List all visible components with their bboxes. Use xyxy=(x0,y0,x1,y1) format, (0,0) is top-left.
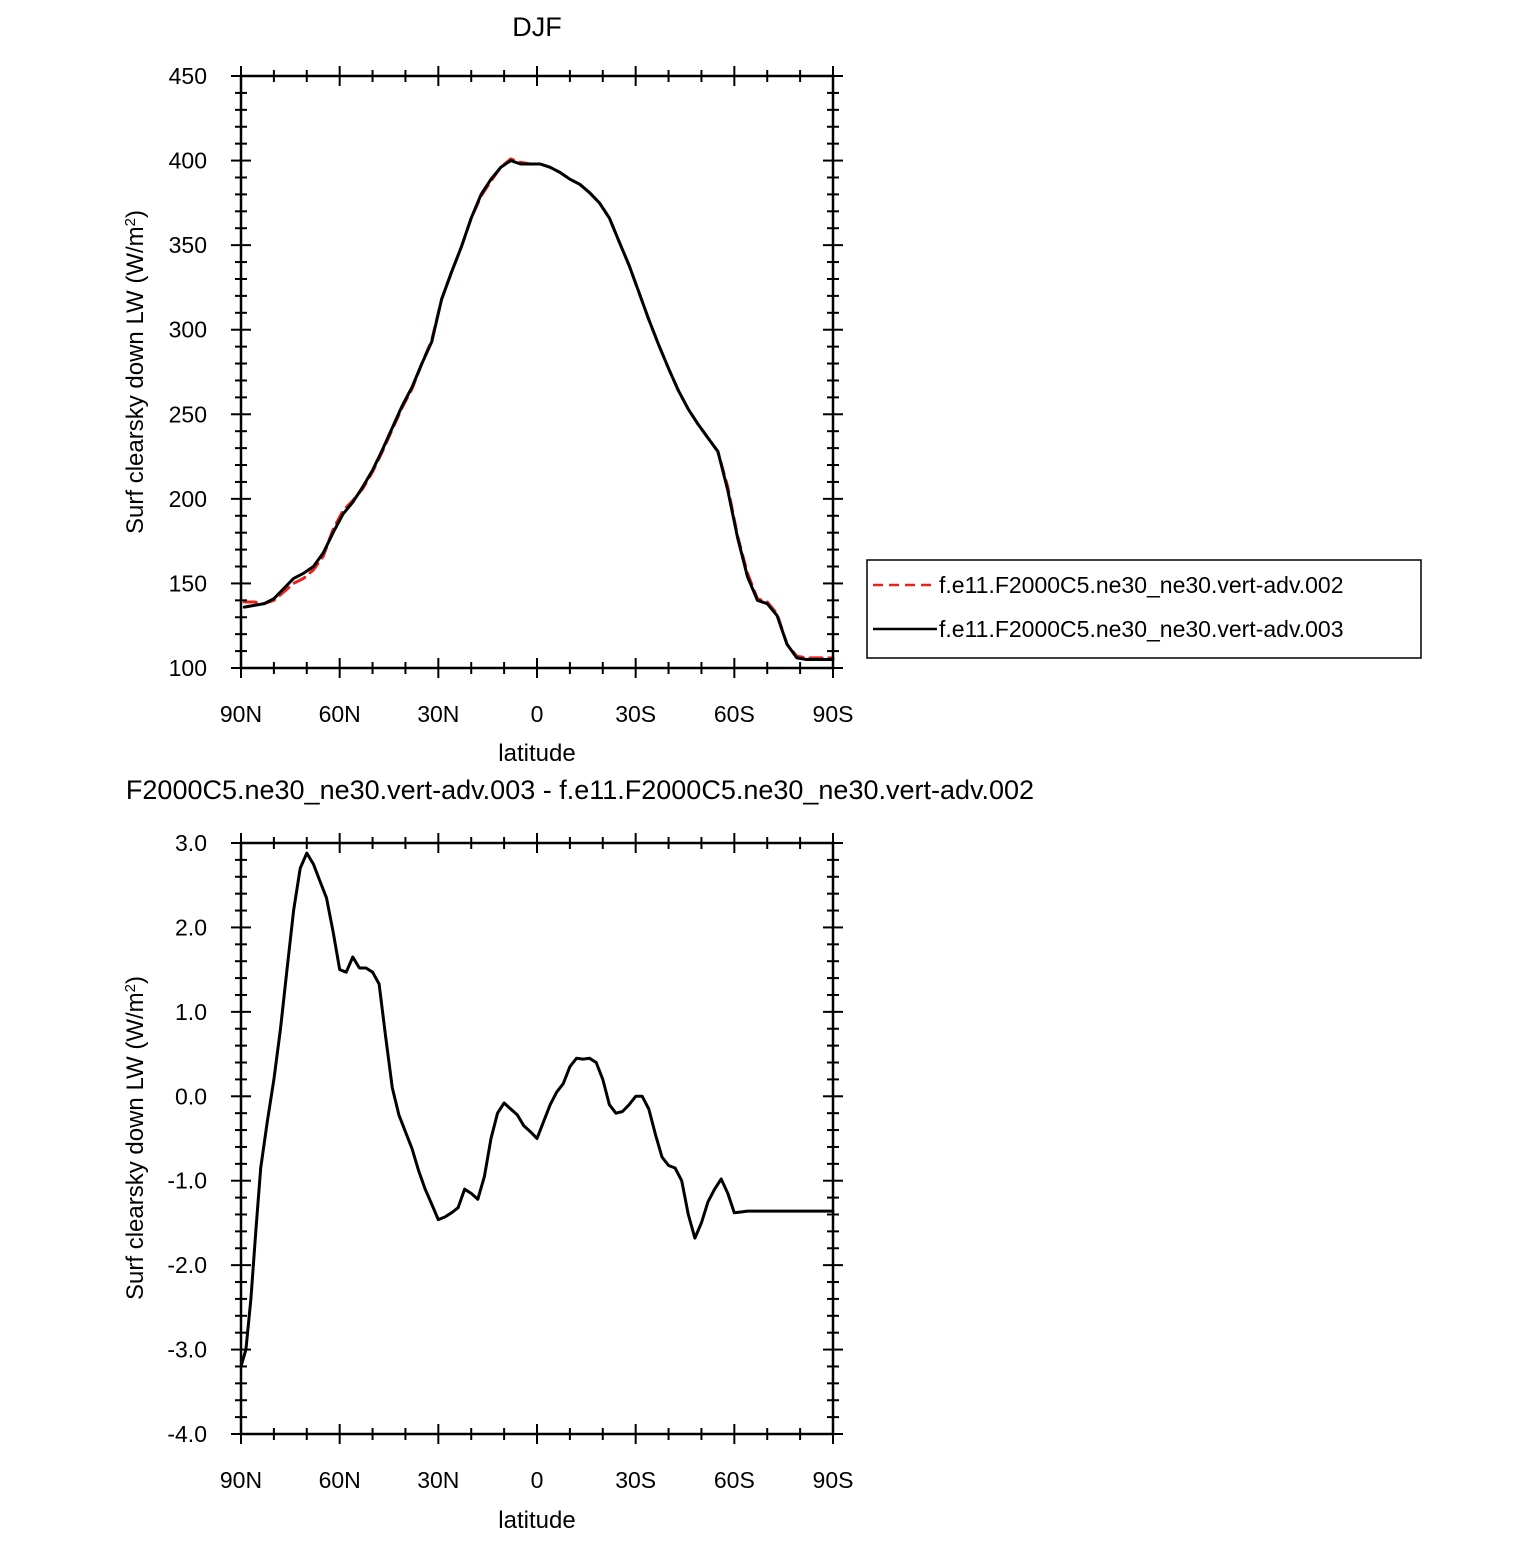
top-y-tick-label: 250 xyxy=(169,401,207,427)
bottom-ylabel-sup: 2 xyxy=(122,984,139,992)
top-x-tick-label: 90N xyxy=(220,701,262,727)
bottom-x-tick-label: 90S xyxy=(813,1467,854,1493)
bottom-x-tick-label: 90N xyxy=(220,1467,262,1493)
top-y-tick-label: 350 xyxy=(169,232,207,258)
bottom-y-tick-label: -3.0 xyxy=(167,1337,207,1363)
bottom-series-line-0 xyxy=(239,851,835,1368)
top-x-tick-label: 60S xyxy=(714,701,755,727)
top-chart-axes: 90N 60N 30N 0 30S 60S 90S 100 150 200 250 300 350 400… xyxy=(169,63,854,727)
top-ylabel-close: ) xyxy=(122,210,149,218)
top-chart-title: DJF xyxy=(512,12,562,42)
top-y-tick-label: 200 xyxy=(169,486,207,512)
legend-label-002: f.e11.F2000C5.ne30_ne30.vert-adv.002 xyxy=(939,572,1344,598)
bottom-chart-xlabel: latitude xyxy=(498,1507,575,1534)
bottom-chart-title: F2000C5.ne30_ne30.vert-adv.003 - f.e11.F… xyxy=(126,775,1034,805)
bottom-x-tick-label: 0 xyxy=(531,1467,544,1493)
top-chart: DJF 90N 60N 30N 0 30S 60S 90S 100 150 200 250 300 35… xyxy=(122,12,1422,767)
bottom-y-tick-label: 2.0 xyxy=(175,914,207,940)
top-chart-series xyxy=(242,157,835,661)
bottom-y-tick-label: 0.0 xyxy=(175,1083,207,1109)
bottom-x-tick-label: 30S xyxy=(615,1467,656,1493)
top-chart-xlabel: latitude xyxy=(498,740,575,767)
top-ylabel-sup: 2 xyxy=(122,218,139,226)
legend-box xyxy=(866,559,1422,659)
top-series-line-0 xyxy=(242,157,835,660)
bottom-x-tick-label: 60S xyxy=(714,1467,755,1493)
bottom-y-tick-label: 1.0 xyxy=(175,999,207,1025)
bottom-chart-ylabel: Surf clearsky down LW (W/m2) xyxy=(122,976,150,1300)
top-x-tick-label: 60N xyxy=(319,701,361,727)
bottom-y-tick-label: -4.0 xyxy=(167,1421,207,1447)
top-y-tick-label: 150 xyxy=(169,570,207,596)
bottom-ylabel-main: Surf clearsky down LW (W/m xyxy=(122,992,149,1300)
top-ylabel-main: Surf clearsky down LW (W/m xyxy=(122,226,149,534)
bottom-x-tick-label: 30N xyxy=(417,1467,459,1493)
top-y-tick-label: 450 xyxy=(169,63,207,89)
top-x-tick-label: 90S xyxy=(813,701,854,727)
legend-label-003: f.e11.F2000C5.ne30_ne30.vert-adv.003 xyxy=(939,616,1344,642)
top-chart-ylabel: Surf clearsky down LW (W/m2) xyxy=(122,210,150,534)
legend: f.e11.F2000C5.ne30_ne30.vert-adv.002 f.e… xyxy=(866,559,1422,659)
bottom-chart-axes: 90N 60N 30N 0 30S 60S 90S -4.0 -3.0 -2.0 -1.0 0.0 1.… xyxy=(167,830,853,1493)
bottom-y-tick-label: 3.0 xyxy=(175,830,207,856)
bottom-x-tick-label: 60N xyxy=(319,1467,361,1493)
bottom-y-tick-label: -1.0 xyxy=(167,1168,207,1194)
top-series-line-1 xyxy=(242,159,835,661)
bottom-chart: F2000C5.ne30_ne30.vert-adv.003 - f.e11.F… xyxy=(122,775,1035,1534)
top-x-tick-label: 30N xyxy=(417,701,459,727)
top-x-tick-label: 30S xyxy=(615,701,656,727)
top-y-tick-label: 400 xyxy=(169,148,207,174)
top-x-tick-label: 0 xyxy=(531,701,544,727)
bottom-y-tick-label: -2.0 xyxy=(167,1252,207,1278)
bottom-ylabel-close: ) xyxy=(122,976,149,984)
top-y-tick-label: 100 xyxy=(169,655,207,681)
bottom-chart-series xyxy=(239,851,835,1368)
top-y-tick-label: 300 xyxy=(169,317,207,343)
